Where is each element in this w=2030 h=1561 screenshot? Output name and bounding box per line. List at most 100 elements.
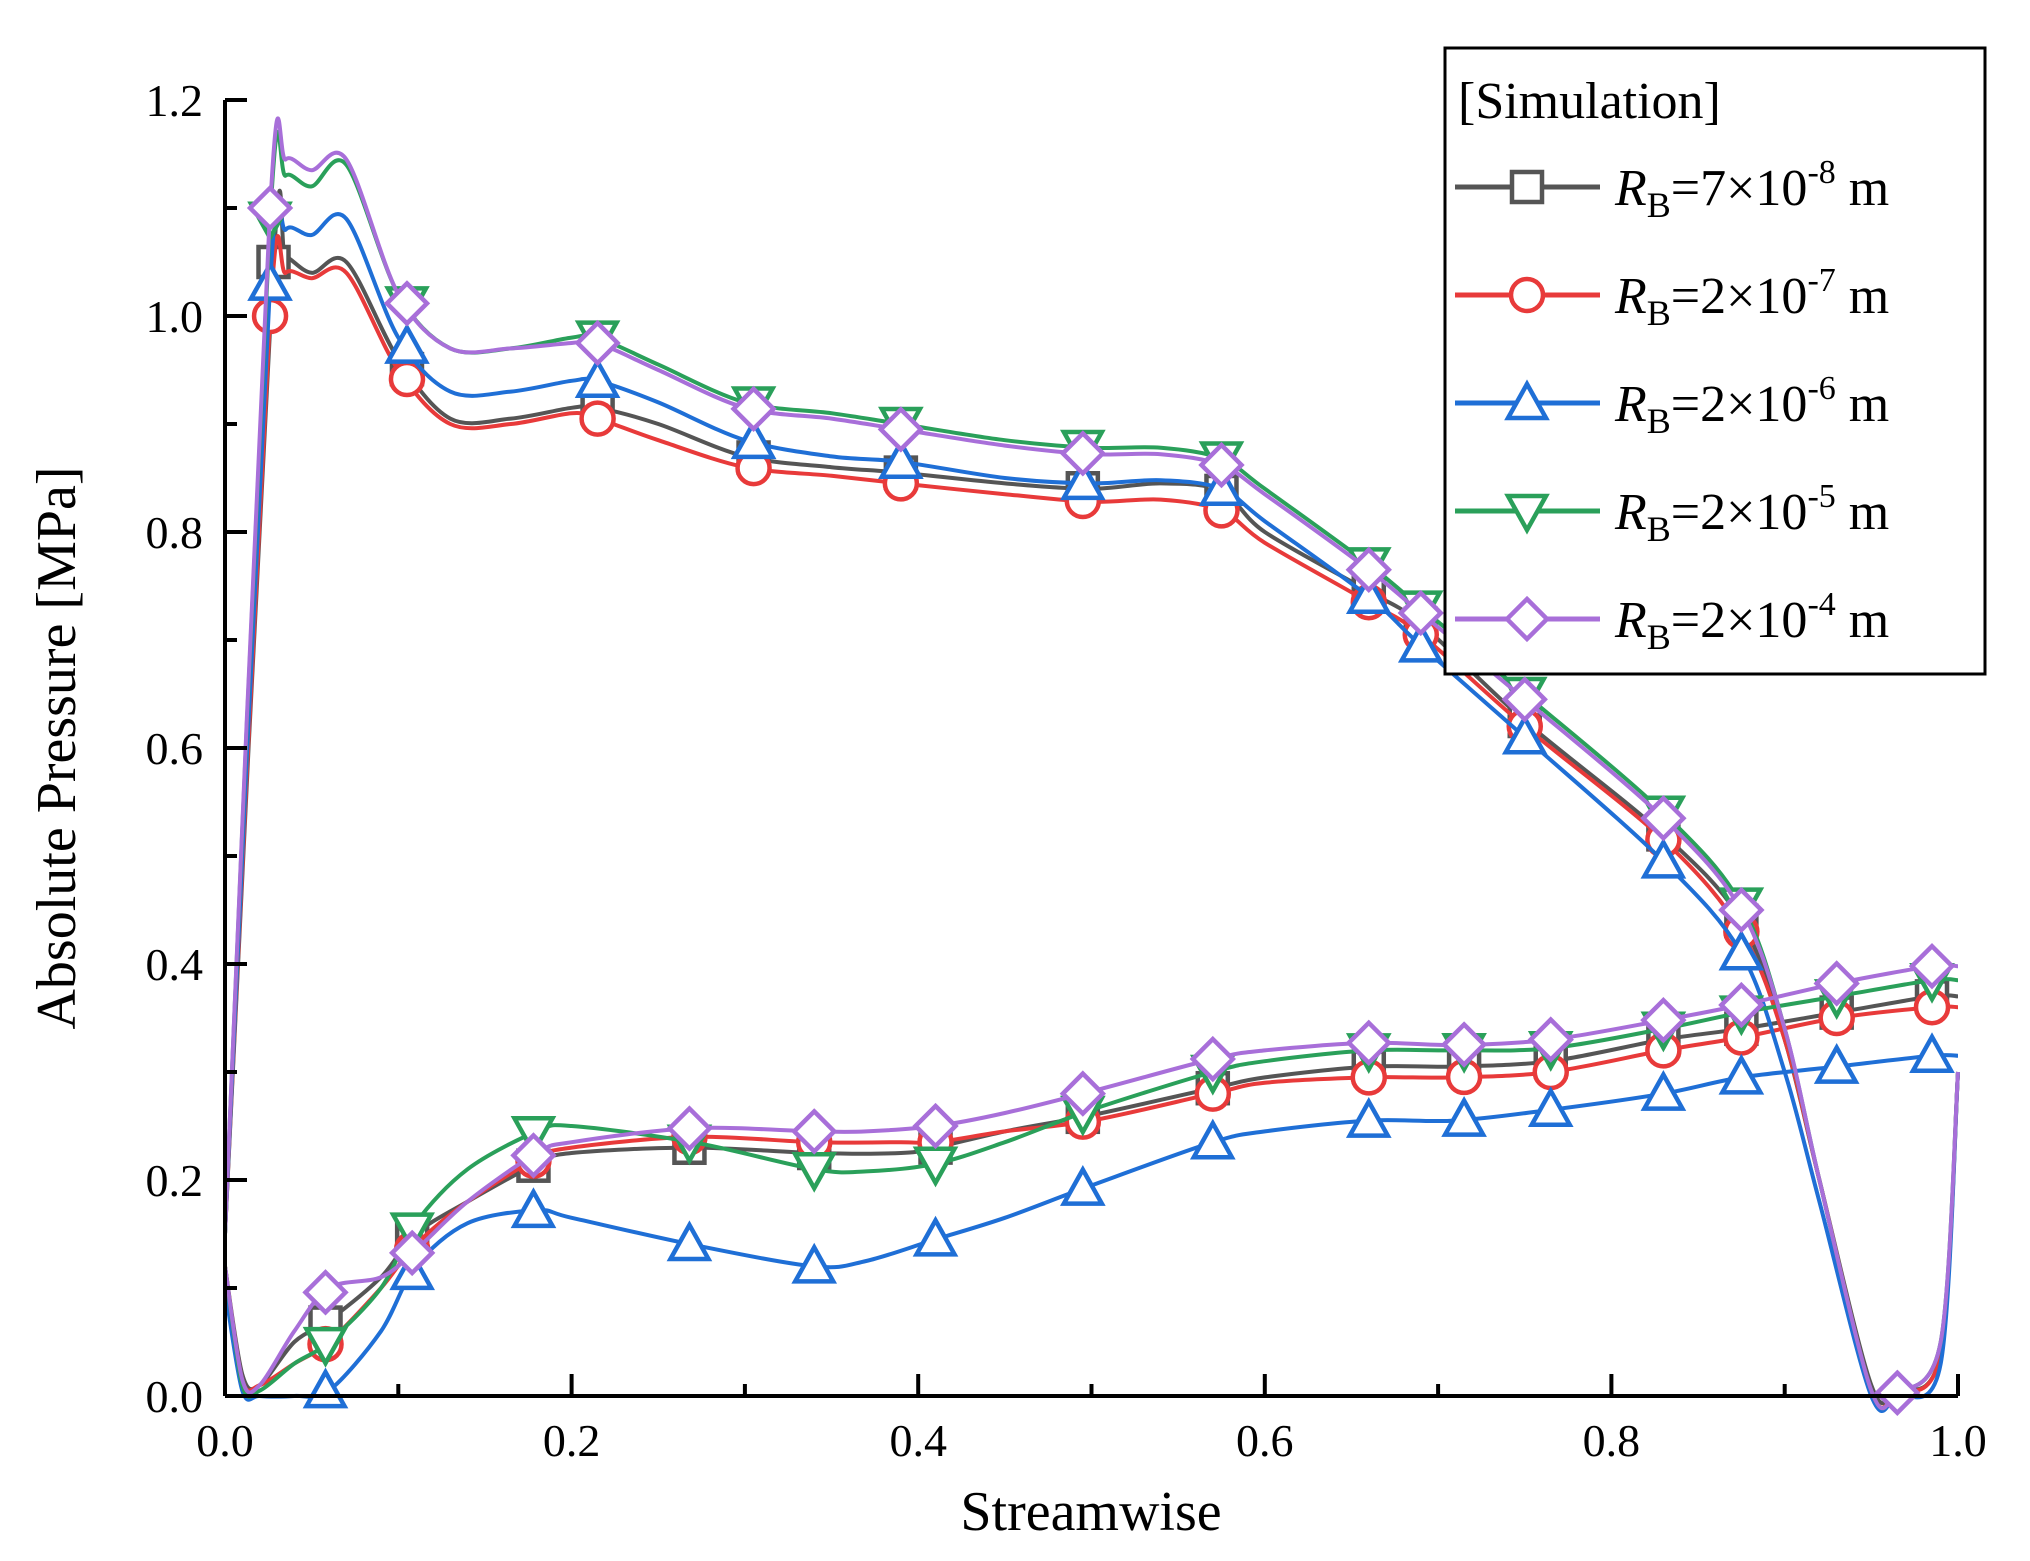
legend-label: RB=2×10-5 m [1614, 478, 1889, 549]
data-point-marker [302, 1367, 349, 1409]
legend-label-sub: B [1647, 401, 1671, 441]
data-point-marker [1198, 441, 1245, 489]
legend-label-var: R [1614, 376, 1647, 433]
data-point-marker [1059, 1070, 1107, 1117]
legend-label-unit: m [1836, 592, 1889, 649]
series-line-lower [223, 962, 1959, 1395]
legend-entry-1: RB=2×10-7 m [1455, 262, 1889, 333]
legend-entry-2: RB=2×10-6 m [1455, 370, 1889, 441]
x-tick-label: 0.4 [889, 1415, 947, 1466]
legend-entry-0: RB=7×10-8 m [1455, 154, 1889, 225]
legend-label: RB=2×10-6 m [1614, 370, 1889, 441]
data-point-marker [574, 319, 621, 367]
x-axis-title: Streamwise [960, 1481, 1221, 1543]
y-tick-label: 0.0 [146, 1371, 204, 1422]
y-axis-title: Absolute Pressure [MPa] [26, 466, 88, 1029]
legend-box [1443, 46, 1987, 676]
data-point-marker [1397, 589, 1444, 637]
data-point-marker [1501, 676, 1548, 723]
data-point-marker [1640, 1069, 1687, 1111]
legend-label-unit: m [1836, 484, 1889, 541]
data-point-marker [791, 1242, 838, 1284]
data-point-marker [1909, 1032, 1955, 1074]
data-point-marker [1060, 1165, 1106, 1206]
data-point-marker [730, 385, 777, 433]
series-layer [223, 116, 1960, 1416]
data-point-marker [1718, 1053, 1765, 1095]
legend-label-var: R [1614, 160, 1647, 217]
x-tick-label: 0.0 [196, 1415, 254, 1466]
legend: [Simulation] RB=7×10-8 mRB=2×10-7 mRB=2×… [1443, 46, 1987, 676]
y-tick-label: 0.2 [146, 1155, 204, 1206]
series-4 [223, 116, 1960, 1416]
data-point-marker [1441, 1096, 1487, 1137]
data-point-marker [1908, 942, 1956, 990]
data-point-marker [1060, 459, 1106, 501]
y-tick-label: 1.0 [146, 291, 204, 342]
y-tick-label: 0.6 [146, 723, 204, 774]
data-point-marker [384, 322, 430, 364]
data-point-marker [877, 406, 925, 453]
data-point-marker [383, 280, 431, 327]
legend-label-exp: -6 [1807, 370, 1835, 407]
data-point-marker [1527, 1086, 1574, 1128]
legend-label-sub: B [1647, 293, 1671, 333]
data-point-marker [302, 1269, 349, 1316]
data-point-marker [1640, 996, 1687, 1044]
legend-label-unit: m [1836, 160, 1889, 217]
data-point-marker [1640, 795, 1687, 842]
data-point-marker [1813, 960, 1860, 1007]
legend-entry-4: RB=2×10-4 m [1455, 586, 1889, 657]
legend-title: [Simulation] [1458, 73, 1721, 130]
data-point-marker [510, 1187, 557, 1229]
data-point-marker [1397, 621, 1444, 663]
data-point-marker [1345, 1096, 1392, 1138]
data-point-marker [666, 1105, 713, 1152]
series-line-upper [223, 116, 1960, 1411]
legend-label-exp: -5 [1807, 478, 1835, 515]
legend-label-var: R [1614, 268, 1647, 325]
y-tick-label: 0.4 [146, 939, 204, 990]
data-point-marker [1527, 1016, 1574, 1063]
legend-label-var: R [1614, 592, 1647, 649]
legend-label-eq: =2×10 [1671, 592, 1808, 649]
legend-label: RB=2×10-4 m [1614, 586, 1889, 657]
data-point-marker [1345, 546, 1392, 593]
x-tick-label: 0.8 [1583, 1415, 1641, 1466]
data-point-marker [388, 1229, 436, 1277]
legend-entry-3: RB=2×10-5 m [1455, 478, 1889, 549]
data-point-marker [302, 1326, 349, 1368]
series-2 [223, 195, 1960, 1413]
legend-label-eq: =2×10 [1671, 268, 1808, 325]
legend-label: RB=7×10-8 m [1614, 154, 1889, 225]
legend-entries: RB=7×10-8 mRB=2×10-7 mRB=2×10-6 mRB=2×10… [1455, 154, 1889, 657]
data-point-marker [1501, 713, 1548, 755]
legend-marker [1503, 595, 1551, 643]
data-point-marker [791, 1108, 838, 1155]
data-point-marker [1640, 837, 1687, 879]
data-point-marker [1345, 1019, 1392, 1067]
data-point-marker [912, 1215, 959, 1257]
data-point-marker [247, 259, 293, 301]
legend-label-exp: -8 [1807, 154, 1835, 191]
x-tick-label: 0.2 [543, 1415, 601, 1466]
data-point-marker [666, 1220, 713, 1262]
data-point-marker [1813, 1042, 1860, 1084]
legend-label-sub: B [1647, 185, 1671, 225]
data-point-marker [1189, 1118, 1236, 1160]
legend-label-unit: m [1836, 268, 1889, 325]
legend-label-sub: B [1647, 509, 1671, 549]
data-point-marker [878, 438, 924, 480]
legend-marker [1509, 169, 1545, 205]
legend-marker [1508, 276, 1546, 314]
legend-label-exp: -4 [1807, 586, 1835, 623]
data-point-marker [579, 400, 616, 437]
data-point-marker [1440, 1021, 1488, 1068]
data-point-marker [510, 1132, 557, 1179]
data-point-marker [1189, 1035, 1236, 1083]
legend-label-unit: m [1836, 376, 1889, 433]
data-point-marker [1874, 1369, 1921, 1416]
ticks-layer: 0.0 0.2 0.4 0.6 0.8 1.0 0.0 0.2 0.4 0.6 0.8 1.0 1.2 [146, 75, 1987, 1466]
data-point-marker [1059, 430, 1107, 477]
